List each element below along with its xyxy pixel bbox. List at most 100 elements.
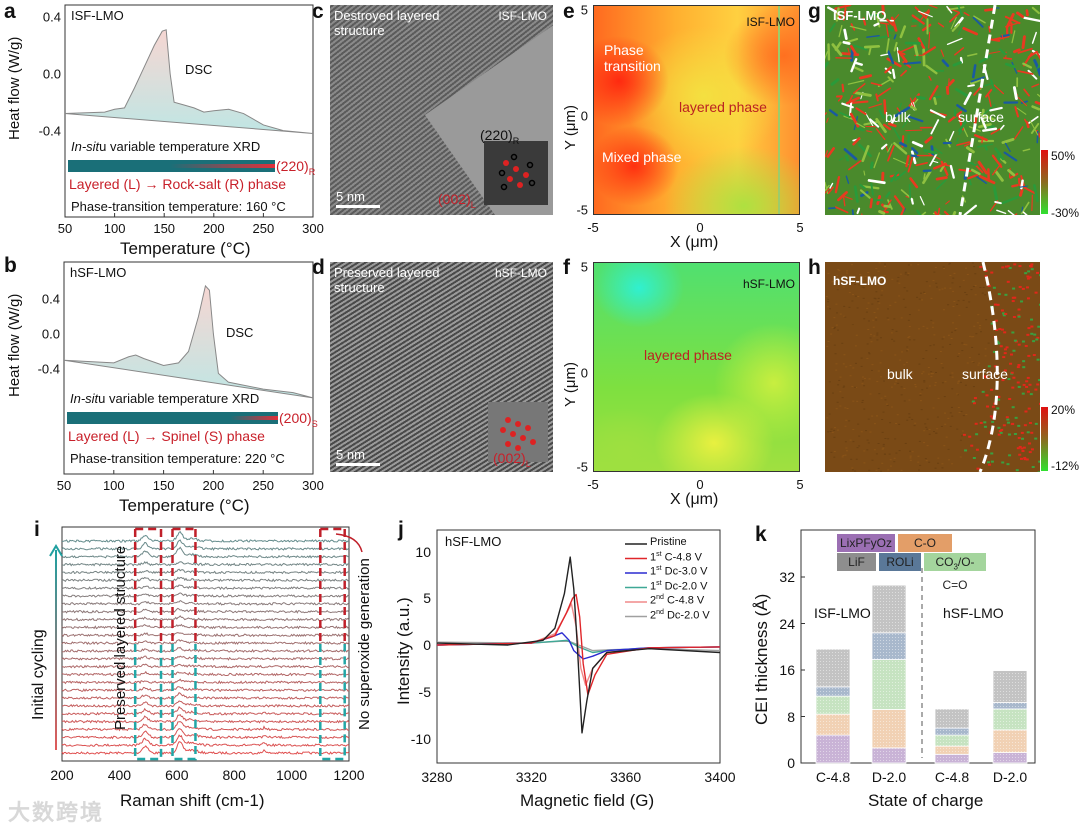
strain-streak	[1001, 34, 1004, 40]
strain-pixel	[976, 467, 980, 470]
strain-streak	[854, 91, 872, 97]
strain-streak	[941, 59, 950, 68]
strain-streak	[920, 9, 930, 20]
highlight-box-bottom	[319, 644, 346, 761]
bar-texture	[993, 702, 1027, 709]
strain-pixel	[972, 386, 975, 388]
strain-texture	[825, 262, 1040, 472]
highlight-box-top	[133, 527, 163, 644]
strain-pixel	[908, 416, 911, 418]
strain-pixel	[881, 431, 884, 433]
strain-pixel	[947, 334, 950, 336]
strain-pixel	[932, 344, 935, 346]
strain-pixel	[969, 335, 972, 337]
strain-streak	[842, 40, 851, 45]
strain-streak	[834, 206, 849, 214]
strain-pixel	[941, 338, 944, 340]
strain-pixel	[1021, 287, 1025, 290]
strain-streak	[856, 207, 861, 215]
strain-pixel	[942, 309, 945, 311]
x-tick: D-2.0	[992, 769, 1028, 785]
curve-label: DSC	[226, 325, 254, 340]
strain-streak	[862, 17, 867, 26]
strain-streak	[1016, 11, 1025, 19]
strain-pixel	[837, 384, 840, 386]
strain-pixel	[1009, 362, 1013, 365]
strain-pixel	[1036, 383, 1040, 386]
strain-streak	[852, 137, 861, 146]
bar-texture	[935, 728, 969, 736]
strain-pixel	[895, 380, 898, 382]
strain-pixel	[907, 337, 910, 339]
strain-pixel	[996, 303, 1000, 306]
strain-pixel	[827, 298, 830, 300]
strain-streak	[826, 117, 829, 123]
strain-streak	[1005, 62, 1016, 69]
strain-pixel	[1002, 312, 1006, 315]
strain-streak	[1014, 126, 1024, 140]
y-tick: 32	[779, 569, 795, 585]
strain-pixel	[861, 376, 864, 378]
strain-pixel	[951, 372, 954, 374]
strain-pixel	[831, 432, 834, 434]
strain-pixel	[910, 264, 913, 266]
strain-streak	[873, 22, 880, 27]
strain-streak	[894, 106, 911, 118]
strain-streak	[850, 49, 854, 62]
strain-streak	[1011, 30, 1016, 44]
strain-streak	[825, 188, 830, 194]
sample-label: ISF-LMO	[833, 8, 887, 23]
group-label: ISF-LMO	[814, 605, 871, 621]
fft-bottom-text: (002)	[438, 191, 471, 207]
strain-pixel	[1021, 392, 1025, 395]
raman-spectrum	[61, 623, 350, 630]
strain-streak	[928, 31, 931, 49]
strain-pixel	[867, 418, 870, 420]
strain-pixel	[887, 319, 890, 321]
strain-streak	[981, 136, 984, 144]
strain-streak	[839, 111, 851, 119]
highlight-box-bottom	[133, 644, 163, 761]
x-tick: 5	[796, 477, 804, 492]
strain-pixel	[1039, 274, 1040, 277]
x-tick: 3400	[704, 769, 736, 785]
strain-pixel	[958, 353, 961, 355]
strain-pixel	[928, 385, 931, 387]
strain-streak	[835, 7, 840, 22]
strain-pixel	[974, 273, 977, 275]
strain-pixel	[972, 336, 975, 338]
strain-pixel	[1016, 381, 1020, 384]
strain-pixel	[942, 266, 945, 268]
strain-pixel	[851, 385, 854, 387]
strain-streak	[978, 54, 992, 64]
panel-label-a: a	[4, 0, 16, 23]
strain-pixel	[833, 344, 836, 346]
strain-streak	[958, 128, 964, 135]
strain-streak	[985, 88, 993, 98]
strain-pixel	[1013, 339, 1017, 342]
strain-pixel	[1036, 271, 1040, 274]
y-axis-label: Heat flow (W/g)	[6, 36, 23, 140]
strain-pixel	[949, 287, 952, 289]
strain-pixel	[856, 307, 859, 309]
strain-pixel	[883, 275, 886, 277]
strain-pixel	[993, 365, 997, 368]
strain-streak	[983, 82, 993, 87]
strain-streak	[946, 37, 963, 45]
strain-streak	[834, 175, 841, 194]
bar-texture	[993, 752, 1027, 763]
strain-pixel	[992, 286, 996, 289]
strain-pixel	[1006, 421, 1010, 424]
strain-streak	[1023, 88, 1030, 97]
strain-pixel	[905, 350, 908, 352]
strain-pixel	[958, 314, 961, 316]
strain-pixel	[1031, 466, 1035, 469]
surface-boundary	[978, 262, 999, 472]
strain-pixel	[947, 417, 950, 419]
strain-pixel	[903, 388, 906, 390]
strain-pixel	[922, 325, 925, 327]
strain-streak	[990, 128, 1001, 135]
strain-pixel	[1001, 461, 1005, 464]
strain-streak	[1037, 93, 1040, 98]
y-axis-label: CEI thickness (Å)	[752, 593, 771, 725]
